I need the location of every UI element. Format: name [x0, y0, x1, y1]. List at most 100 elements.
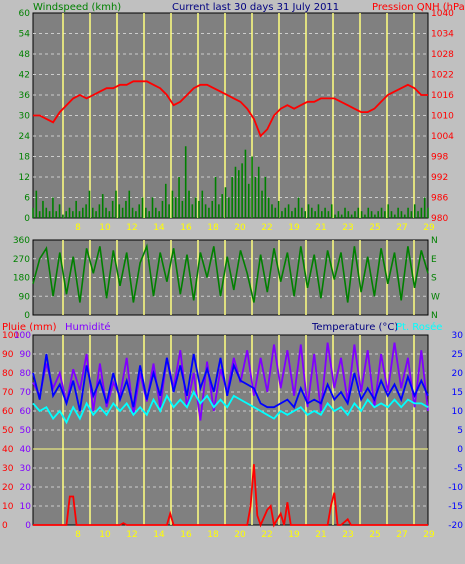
y-tick-label: 998 [431, 153, 448, 163]
y-tick-label: 60 [19, 9, 31, 19]
x-tick-label: 10 [99, 530, 111, 540]
y-tick-label: E [431, 255, 437, 265]
x-tick-label: 25 [369, 223, 380, 233]
humidity-y-ticks: 0 10 20 30 40 50 60 70 80 90 100 [14, 331, 31, 531]
x-tick-label: 23 [342, 223, 353, 233]
y-tick-label: 100 [14, 331, 31, 341]
y-tick-label: 80 [20, 369, 32, 379]
rain-axis-title: Pluie (mm) [2, 322, 57, 333]
rain-y-tick-label: 10 [2, 502, 14, 512]
y-tick-label: 1016 [431, 91, 454, 101]
x-tick-label: 18 [207, 530, 219, 540]
y-tick-label: 42 [19, 71, 30, 81]
y-tick-label: 20 [20, 483, 32, 493]
y-tick-label: 270 [13, 255, 30, 265]
y-tick-label: 30 [19, 112, 31, 122]
y-tick-label: 10 [452, 407, 464, 417]
pressure-y-ticks: 980 986 992 998 1004 1010 1016 1022 1028 1034 1040 [431, 9, 454, 224]
y-tick-label: 1028 [431, 50, 454, 60]
y-tick-label: 36 [19, 91, 31, 101]
y-tick-label: 1040 [431, 9, 454, 19]
y-tick-label: 986 [431, 194, 448, 204]
y-tick-label: 0 [24, 214, 30, 224]
temperature-axis-title: Temperature (°C) [311, 322, 398, 333]
x-tick-label: 20 [234, 223, 246, 233]
x-tick-label: 8 [75, 223, 81, 233]
y-tick-label: 90 [20, 350, 32, 360]
dewpoint-series [32, 390, 429, 425]
x-tick-label: 27 [396, 223, 407, 233]
y-tick-label: 180 [13, 274, 30, 284]
x-tick-label: 16 [180, 530, 192, 540]
rain-y-ticks: 0 10 20 30 40 50 60 70 80 90 100 [2, 331, 19, 531]
y-tick-label: 90 [19, 292, 31, 302]
panel-3-day-lines [62, 335, 415, 525]
x-tick-label: 10 [99, 223, 111, 233]
direction-y-ticks: 0 90 180 270 360 [13, 236, 30, 321]
y-tick-label: 1034 [431, 30, 454, 40]
wind-y-ticks: 0 6 12 18 24 30 36 42 48 54 60 [19, 9, 31, 224]
y-tick-label: 18 [19, 153, 31, 163]
x-tick-label: 21 [315, 223, 326, 233]
y-tick-label: 50 [20, 426, 32, 436]
panel-1-x-ticks: 8 10 12 14 16 18 20 22 19 21 23 25 27 29 [75, 223, 435, 233]
y-tick-label: N [431, 311, 438, 321]
x-tick-label: 12 [126, 223, 137, 233]
y-tick-label: 48 [19, 50, 31, 60]
y-tick-label: 992 [431, 173, 448, 183]
humidity-axis-title: Humidité [65, 321, 111, 333]
x-tick-label: 12 [126, 530, 137, 540]
y-tick-label: 40 [20, 445, 32, 455]
y-tick-label: 5 [457, 426, 463, 436]
rain-y-tick-label: 30 [2, 464, 14, 474]
y-tick-label: -20 [448, 521, 463, 531]
panel-3-x-ticks: 8 10 12 14 16 18 20 22 19 21 23 25 27 29 [75, 530, 435, 540]
pressure-axis-title: Pression QNH (hPa) [372, 2, 465, 13]
y-tick-label: -10 [448, 483, 463, 493]
x-tick-label: 14 [153, 530, 165, 540]
rain-y-tick-label: 70 [2, 388, 14, 398]
y-tick-label: 24 [19, 132, 31, 142]
x-tick-label: 25 [369, 530, 380, 540]
y-tick-label: -15 [448, 502, 463, 512]
y-tick-label: 30 [452, 331, 464, 341]
rain-y-tick-label: 90 [2, 350, 14, 360]
y-tick-label: 20 [452, 369, 464, 379]
y-tick-label: 0 [457, 445, 463, 455]
rain-y-tick-label: 50 [2, 426, 14, 436]
y-tick-label: 1010 [431, 112, 454, 122]
y-tick-label: 70 [20, 388, 32, 398]
y-tick-label: N [431, 236, 438, 246]
pressure-series [33, 80, 428, 138]
humidity-series [32, 342, 429, 421]
x-tick-label: 18 [207, 223, 219, 233]
y-tick-label: 1004 [431, 132, 454, 142]
x-tick-label: 16 [180, 223, 192, 233]
y-tick-label: 60 [20, 407, 32, 417]
x-tick-label: 19 [288, 530, 300, 540]
y-tick-label: -5 [454, 464, 463, 474]
x-tick-label: 8 [75, 530, 81, 540]
rain-y-tick-label: 20 [2, 483, 14, 493]
y-tick-label: 25 [452, 350, 463, 360]
x-tick-label: 14 [153, 223, 165, 233]
y-tick-label: 6 [24, 194, 30, 204]
x-tick-label: 29 [423, 223, 435, 233]
x-tick-label: 27 [396, 530, 407, 540]
dewpoint-axis-title: Pt. Rosée [396, 321, 442, 333]
y-tick-label: S [431, 274, 437, 284]
y-tick-label: 54 [19, 30, 31, 40]
x-tick-label: 19 [288, 223, 300, 233]
y-tick-label: 980 [431, 214, 448, 224]
y-tick-label: 0 [24, 311, 30, 321]
rain-y-tick-label: 100 [2, 331, 19, 341]
y-tick-label: 360 [13, 236, 30, 246]
x-tick-label: 21 [315, 530, 326, 540]
y-tick-label: 10 [20, 502, 32, 512]
x-tick-label: 29 [423, 530, 435, 540]
y-tick-label: 30 [20, 464, 32, 474]
